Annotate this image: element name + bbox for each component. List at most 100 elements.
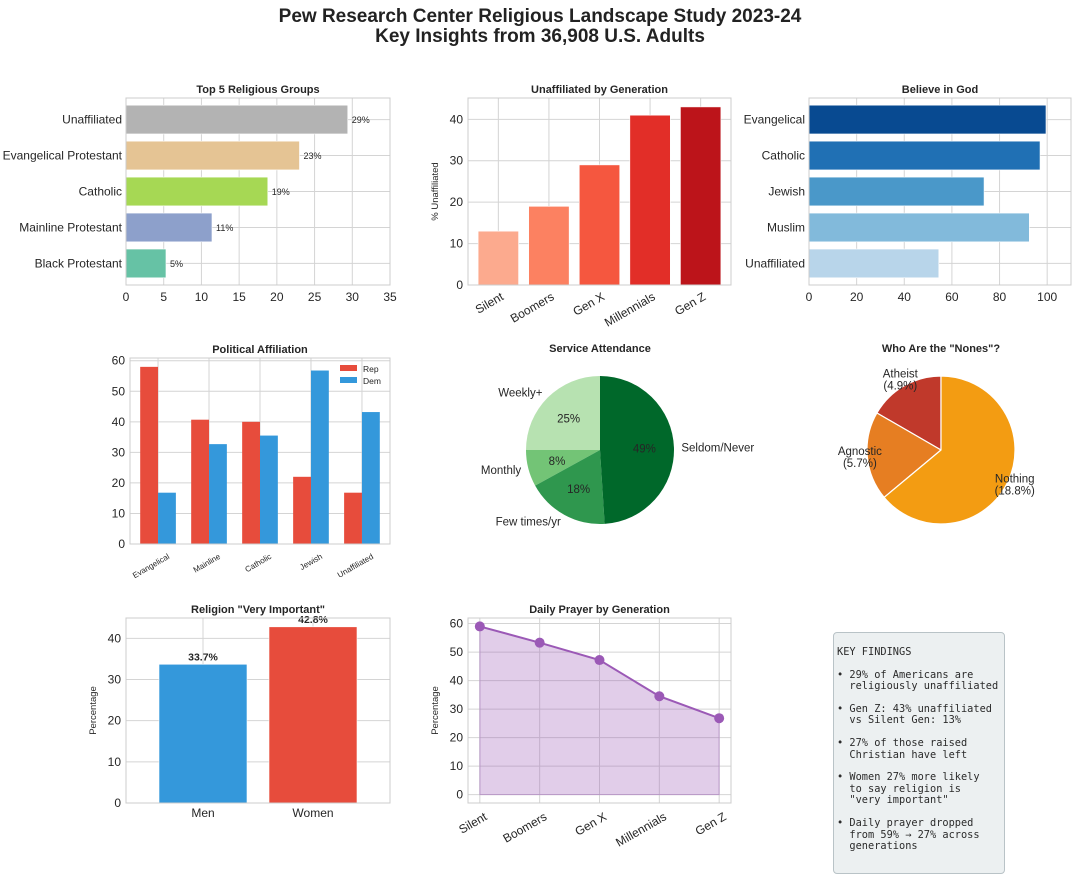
- bar: [680, 106, 722, 286]
- y-tick-label: Mainline Protestant: [19, 220, 122, 234]
- y-tick-label: Jewish: [768, 185, 805, 199]
- pie-slice: [876, 375, 942, 452]
- y-tick-label: 0: [456, 278, 463, 292]
- bar: [808, 248, 940, 279]
- pie-pct-label: 8%: [549, 456, 566, 468]
- pie-slice: [535, 450, 605, 524]
- bar: [808, 140, 1041, 171]
- x-tick-label: 15: [232, 290, 246, 304]
- y-tick-label: 20: [450, 195, 464, 209]
- x-tick-label: 20: [270, 290, 284, 304]
- bar: [578, 164, 621, 286]
- y-tick-label: 40: [450, 674, 464, 688]
- pie-slice: [526, 376, 600, 450]
- key-findings-heading: KEY FINDINGS: [837, 646, 912, 658]
- x-tick-label: 35: [383, 290, 397, 304]
- bar-dem: [361, 412, 380, 544]
- data-label: 33.7%: [188, 651, 218, 663]
- y-tick-label: 50: [450, 645, 464, 659]
- pie-slice: [526, 450, 600, 486]
- y-tick-label: 10: [450, 759, 464, 773]
- plot-frame: [129, 357, 391, 545]
- data-point: [714, 713, 725, 724]
- y-tick-label: Evangelical: [744, 113, 805, 127]
- bar-dem: [209, 444, 227, 544]
- chart-title: Who Are the "Nones"?: [882, 343, 1000, 355]
- legend-label: Rep: [363, 364, 379, 374]
- y-tick-label: 30: [450, 154, 464, 168]
- chart-title: Unaffiliated by Generation: [531, 84, 668, 96]
- y-tick-label: 30: [112, 445, 126, 459]
- bar: [808, 212, 1030, 243]
- y-tick-label: 10: [450, 237, 464, 251]
- pie-label: Atheist: [883, 369, 919, 381]
- y-tick-label: Black Protestant: [35, 256, 123, 270]
- chart-title: Service Attendance: [549, 343, 651, 355]
- x-tick-label: 25: [308, 290, 322, 304]
- bar: [125, 248, 167, 279]
- bar-rep: [191, 419, 210, 544]
- pie-label: (18.8%): [995, 486, 1035, 498]
- y-tick-label: 20: [112, 476, 126, 490]
- y-tick-label: 50: [112, 384, 126, 398]
- pie-label: Few times/yr: [496, 516, 561, 528]
- y-tick-label: 20: [108, 714, 122, 728]
- key-finding-item: • 29% of Americans are religiously unaff…: [837, 668, 999, 693]
- data-point: [654, 691, 665, 702]
- chart-title: Top 5 Religious Groups: [196, 84, 319, 96]
- bar-dem: [260, 435, 278, 544]
- pie-pct-label: 49%: [633, 444, 656, 456]
- y-tick-label: 0: [118, 537, 125, 551]
- bar: [629, 114, 671, 286]
- bar: [158, 663, 248, 804]
- bar-rep: [140, 366, 159, 544]
- x-tick-label: Millennials: [613, 809, 669, 849]
- legend-swatch-dem: [340, 377, 357, 383]
- pie-label: Agnostic: [838, 446, 882, 458]
- pie-pct-label: 18%: [567, 484, 590, 496]
- x-tick-label: Men: [191, 806, 214, 820]
- y-tick-label: 40: [108, 631, 122, 645]
- data-label: 11%: [216, 223, 233, 233]
- chart-title: Believe in God: [902, 84, 978, 96]
- y-tick-label: Muslim: [767, 220, 805, 234]
- y-tick-label: Unaffiliated: [745, 256, 805, 270]
- bar-rep: [344, 492, 362, 544]
- x-tick-label: Silent: [456, 809, 490, 836]
- x-tick-label: 30: [346, 290, 360, 304]
- data-label: 42.8%: [298, 614, 328, 626]
- data-point: [594, 655, 605, 666]
- y-tick-label: Catholic: [79, 185, 122, 199]
- x-tick-label: Boomers: [501, 809, 550, 845]
- plot-frame: [467, 97, 732, 286]
- data-point: [534, 637, 545, 648]
- data-label: 5%: [170, 259, 183, 269]
- bar: [528, 206, 570, 286]
- y-tick-label: Catholic: [762, 149, 805, 163]
- data-label: 23%: [303, 151, 321, 161]
- y-tick-label: 40: [112, 415, 126, 429]
- pie-label: Nothing: [995, 474, 1035, 486]
- plot-frame: [467, 617, 732, 804]
- bar-dem: [158, 492, 176, 544]
- x-tick-label: 0: [806, 290, 813, 304]
- bar: [477, 230, 519, 286]
- x-tick-label: Gen Z: [693, 809, 729, 838]
- y-axis-label: Percentage: [88, 686, 99, 735]
- figure-title-line1: Pew Research Center Religious Landscape …: [278, 6, 802, 27]
- key-finding-item: • Women 27% more likely to say religion …: [837, 771, 980, 807]
- pie-label: Monthly: [481, 465, 522, 477]
- y-tick-label: 30: [108, 673, 122, 687]
- y-tick-label: 40: [450, 112, 464, 126]
- y-tick-label: 10: [112, 506, 126, 520]
- x-tick-label: Women: [292, 806, 333, 820]
- key-finding-item: • Gen Z: 43% unaffiliated vs Silent Gen:…: [837, 702, 992, 727]
- bar: [268, 626, 358, 804]
- y-axis-label: Percentage: [430, 686, 441, 735]
- plot-frame: [125, 617, 391, 804]
